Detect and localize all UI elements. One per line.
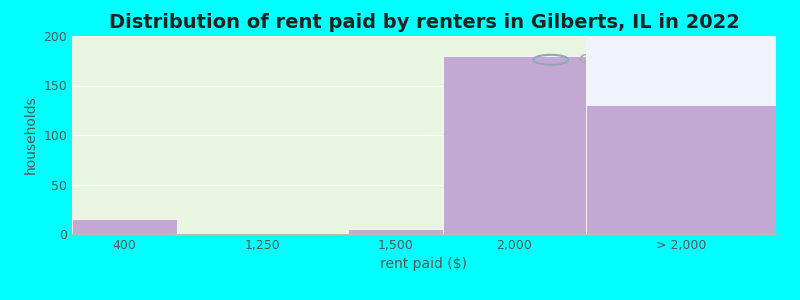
Y-axis label: households: households (24, 96, 38, 174)
Title: Distribution of rent paid by renters in Gilberts, IL in 2022: Distribution of rent paid by renters in … (109, 13, 739, 32)
X-axis label: rent paid ($): rent paid ($) (381, 257, 467, 272)
Text: City-Data.com: City-Data.com (579, 53, 678, 66)
Bar (586, 105, 776, 234)
Bar (348, 229, 443, 234)
Bar (72, 219, 177, 234)
Bar (586, 36, 776, 105)
Bar (443, 56, 586, 234)
